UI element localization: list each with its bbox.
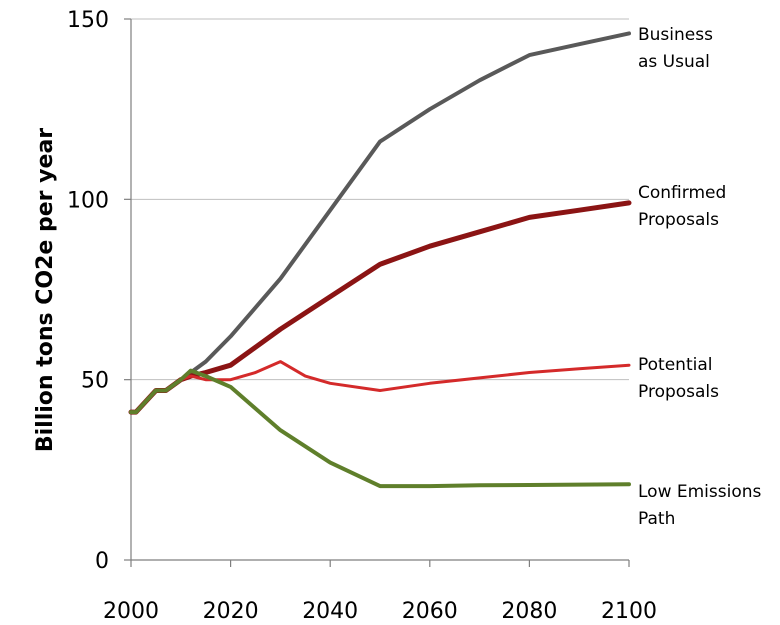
series-label-line: Potential (638, 355, 712, 375)
series-line-low (129, 368, 631, 489)
x-tick-label-2040: 2040 (302, 599, 358, 624)
series-label-low: Low Emissions Path (638, 482, 762, 529)
x-tick-label-2060: 2060 (402, 599, 458, 624)
y-tick-label-100: 100 (67, 188, 109, 213)
series-label-confirmed: Confirmed Proposals (638, 183, 726, 230)
x-tick-label-2100: 2100 (601, 599, 657, 624)
y-tick-label-50: 50 (81, 369, 109, 394)
y-axis-title: Billion tons CO2e per year (33, 128, 58, 452)
series-label-line: Proposals (638, 210, 719, 230)
series-line-bau (129, 31, 631, 415)
series-label-line: as Usual (638, 52, 710, 72)
series-line-potential (129, 360, 631, 414)
x-tick-label-2020: 2020 (203, 599, 259, 624)
series-label-line: Proposals (638, 382, 719, 402)
y-tick-label-150: 150 (67, 8, 109, 33)
series-label-line: Business (638, 25, 713, 45)
series-label-line: Confirmed (638, 183, 726, 203)
series-layer (128, 31, 632, 489)
x-tick-label-2000: 2000 (103, 599, 159, 624)
axis-layer (124, 18, 630, 567)
series-label-line: Path (638, 509, 675, 529)
grid-layer (131, 18, 629, 381)
y-tick-label-0: 0 (95, 549, 109, 574)
series-label-potential: Potential Proposals (638, 355, 719, 402)
tick-label-layer: 0 50 100 150 2000 2020 2040 2060 2080 2100 (67, 8, 657, 624)
series-label-bau: Business as Usual (638, 25, 713, 72)
x-tick-label-2080: 2080 (501, 599, 557, 624)
series-label-line: Low Emissions (638, 482, 762, 502)
